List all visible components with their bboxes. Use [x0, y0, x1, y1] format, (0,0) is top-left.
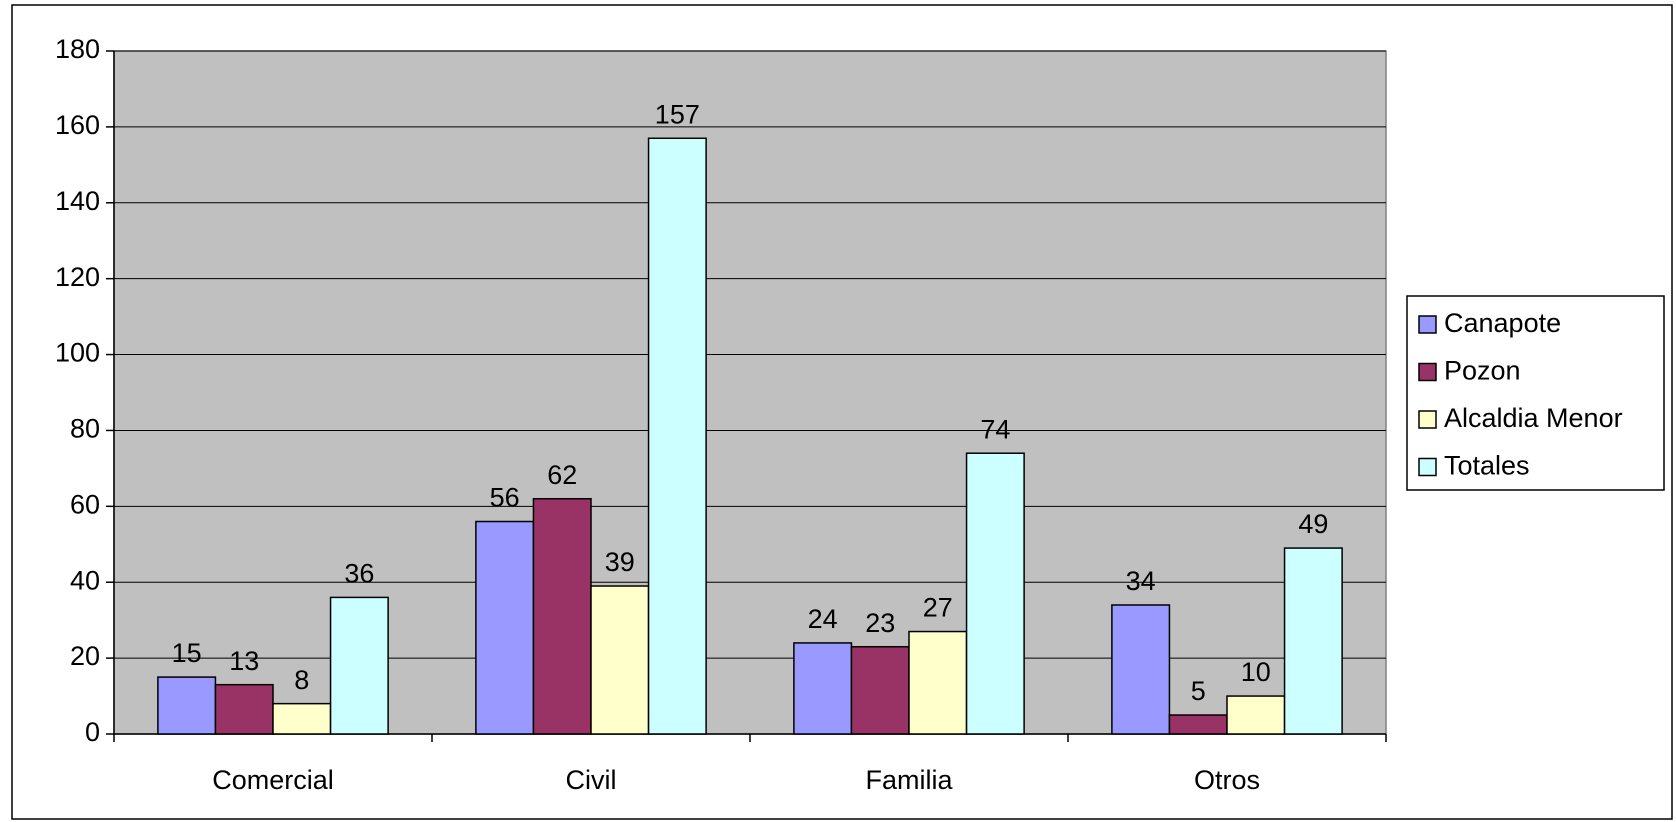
bar: [1226, 695, 1286, 735]
y-tick-label: 20: [70, 641, 100, 671]
x-tick-label: Comercial: [212, 765, 334, 795]
bar: [475, 520, 535, 735]
bar: [590, 585, 650, 735]
data-label: 13: [229, 646, 259, 676]
y-tick-label: 100: [55, 338, 100, 368]
data-label: 10: [1241, 657, 1271, 687]
legend-label: Alcaldia Menor: [1444, 403, 1623, 433]
y-tick-label: 140: [55, 186, 100, 216]
y-tick-label: 180: [55, 34, 100, 64]
legend-label: Totales: [1444, 451, 1530, 481]
plot-area: [113, 50, 1387, 735]
data-label: 49: [1298, 509, 1328, 539]
data-label: 39: [605, 547, 635, 577]
bar: [532, 497, 592, 735]
legend-swatch: [1418, 362, 1437, 382]
bar: [908, 630, 968, 735]
legend-swatch: [1418, 457, 1437, 477]
legend-box: [1406, 295, 1665, 491]
data-label: 34: [1126, 566, 1156, 596]
data-label: 15: [172, 638, 202, 668]
data-label: 56: [490, 483, 520, 513]
bar: [647, 137, 707, 735]
x-tick-label: Civil: [566, 765, 617, 795]
bar: [1111, 604, 1171, 735]
data-label: 8: [294, 665, 309, 695]
x-tick-label: Otros: [1194, 765, 1260, 795]
bar: [157, 676, 217, 735]
y-tick-label: 40: [70, 565, 100, 595]
data-label: 5: [1191, 676, 1206, 706]
bar: [1283, 547, 1343, 735]
legend-swatch: [1418, 315, 1437, 334]
y-tick-label: 0: [85, 717, 100, 747]
data-label: 157: [655, 99, 700, 129]
bar: [214, 683, 274, 735]
data-label: 27: [923, 593, 953, 623]
bar: [793, 642, 853, 735]
data-label: 62: [547, 460, 577, 490]
bar: [329, 596, 389, 735]
legend-label: Canapote: [1444, 308, 1561, 338]
legend-label: Pozon: [1444, 356, 1521, 386]
x-tick-label: Familia: [865, 765, 953, 795]
data-label: 74: [980, 414, 1010, 444]
bar: [272, 702, 332, 735]
legend-swatch: [1418, 410, 1437, 429]
bar: [850, 645, 910, 735]
y-tick-label: 60: [70, 489, 100, 519]
y-tick-label: 80: [70, 414, 100, 444]
bar: [965, 452, 1025, 735]
y-tick-label: 120: [55, 262, 100, 292]
y-tick-label: 160: [55, 110, 100, 140]
data-label: 23: [865, 608, 895, 638]
data-label: 36: [344, 559, 374, 589]
data-label: 24: [808, 604, 838, 634]
bar: [1168, 714, 1228, 735]
